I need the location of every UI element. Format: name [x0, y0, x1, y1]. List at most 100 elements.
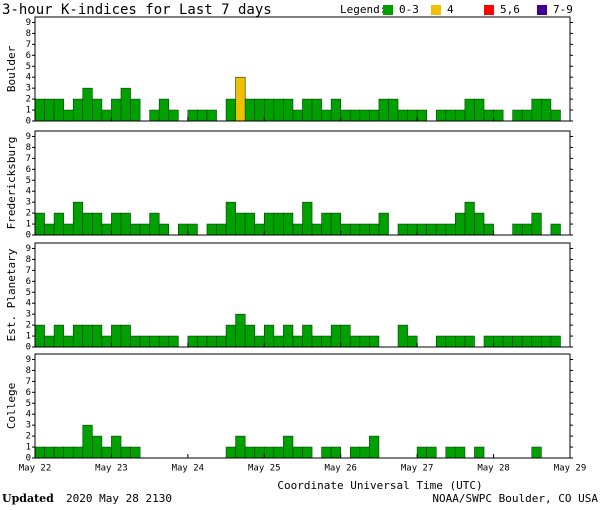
bar: [302, 324, 313, 348]
bar: [435, 109, 447, 122]
y-tick-label: 0: [26, 117, 31, 127]
bar: [254, 335, 265, 348]
bar: [483, 335, 494, 348]
y-tick-label: 2: [26, 432, 31, 442]
bar: [72, 324, 84, 348]
legend-label: Legend:: [340, 3, 386, 16]
bar: [483, 109, 494, 122]
bar: [254, 223, 265, 236]
bar: [63, 335, 74, 348]
bar: [225, 446, 236, 459]
bar: [512, 335, 523, 348]
bar: [235, 212, 246, 236]
bar: [311, 223, 322, 236]
bar: [263, 212, 275, 236]
y-tick-label: 0: [26, 343, 31, 353]
y-tick-label: 3: [26, 84, 31, 94]
bar: [407, 335, 418, 348]
bar: [550, 109, 561, 122]
bar: [397, 109, 408, 122]
x-tick-label: May 26: [324, 464, 357, 474]
bar: [92, 98, 103, 122]
bar: [311, 335, 322, 348]
bar: [321, 109, 332, 122]
bar: [34, 446, 45, 459]
bar: [120, 324, 131, 348]
bar: [263, 98, 275, 122]
bar: [416, 223, 427, 236]
bar: [187, 335, 198, 348]
updated-label: Updated: [2, 492, 54, 505]
bar: [455, 446, 466, 459]
y-tick-label: 8: [26, 29, 31, 39]
bar: [130, 335, 141, 348]
bar: [197, 335, 208, 348]
bar: [111, 324, 122, 348]
bar: [292, 109, 303, 122]
y-tick-label: 9: [26, 18, 31, 28]
bar: [101, 446, 112, 459]
bar: [292, 223, 303, 236]
bar: [416, 109, 427, 122]
bar: [407, 109, 418, 122]
bar: [292, 335, 303, 348]
legend-swatch: [431, 5, 441, 15]
bar: [273, 98, 284, 122]
y-tick-label: 8: [26, 143, 31, 153]
bar: [464, 201, 475, 236]
bar: [340, 109, 351, 122]
bar: [321, 446, 332, 459]
bar: [263, 446, 275, 459]
x-tick-label: May 29: [554, 464, 587, 474]
bar: [321, 212, 332, 236]
bar: [435, 223, 447, 236]
y-tick-label: 1: [26, 220, 31, 230]
bar: [302, 446, 313, 459]
bar: [388, 98, 399, 122]
bar: [445, 335, 456, 348]
bar: [435, 335, 447, 348]
bar: [369, 335, 380, 348]
bar: [158, 98, 170, 122]
y-tick-label: 6: [26, 277, 31, 287]
bar: [512, 109, 523, 122]
bar: [493, 335, 504, 348]
updated-time: 2020 May 28 2130: [66, 492, 172, 505]
chart-title: 3-hour K-indices for Last 7 days: [2, 2, 272, 18]
y-axis-label: College: [5, 383, 18, 429]
bar: [521, 109, 533, 122]
y-tick-label: 6: [26, 388, 31, 398]
bar: [340, 324, 351, 348]
bar: [369, 435, 380, 459]
bar: [82, 87, 93, 122]
bar: [206, 335, 217, 348]
bar: [550, 335, 561, 348]
bar: [53, 446, 64, 459]
bar: [455, 335, 466, 348]
y-tick-label: 6: [26, 51, 31, 61]
bar: [44, 335, 55, 348]
bar: [464, 335, 475, 348]
bar: [120, 446, 131, 459]
bar: [130, 446, 141, 459]
bar: [273, 446, 284, 459]
y-tick-label: 7: [26, 377, 31, 387]
bar: [216, 335, 227, 348]
y-tick-label: 1: [26, 443, 31, 453]
bar: [397, 223, 408, 236]
bar: [139, 223, 150, 236]
y-tick-label: 0: [26, 231, 31, 241]
bar: [426, 223, 437, 236]
bar: [349, 335, 361, 348]
y-tick-label: 2: [26, 95, 31, 105]
bar: [216, 223, 227, 236]
bar: [244, 324, 256, 348]
y-tick-label: 4: [26, 410, 31, 420]
bar: [378, 98, 389, 122]
y-tick-label: 5: [26, 176, 31, 186]
bar: [158, 335, 170, 348]
bar: [101, 109, 112, 122]
bar: [426, 446, 437, 459]
bar: [149, 335, 160, 348]
y-tick-label: 7: [26, 154, 31, 164]
